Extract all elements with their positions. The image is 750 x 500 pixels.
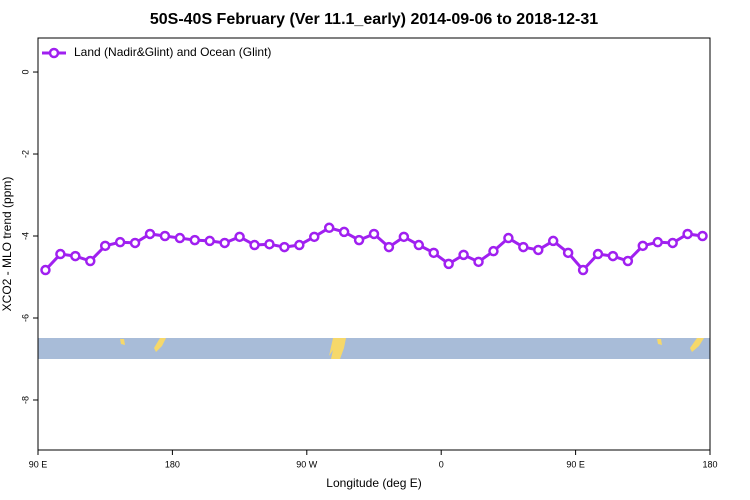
point	[473, 256, 484, 268]
point	[99, 240, 111, 252]
point	[249, 239, 260, 251]
point	[622, 255, 634, 267]
point	[697, 230, 708, 242]
x-tick-label: 90 E	[29, 459, 48, 469]
x-axis-label: Longitude (deg E)	[326, 476, 421, 490]
point	[338, 226, 350, 238]
point	[443, 258, 454, 270]
point	[55, 248, 66, 260]
y-tick-label: -4	[20, 232, 30, 240]
point	[383, 241, 395, 253]
point	[159, 230, 171, 242]
point	[503, 232, 514, 244]
legend-label: Land (Nadir&Glint) and Ocean (Glint)	[74, 45, 271, 59]
point	[309, 231, 320, 243]
point	[682, 228, 693, 240]
legend-marker	[48, 47, 60, 59]
map-strip	[38, 338, 710, 359]
point	[189, 234, 201, 246]
point	[174, 232, 186, 244]
point	[667, 237, 678, 249]
point	[114, 236, 126, 248]
y-tick-label: -8	[20, 396, 30, 404]
y-tick-label: -2	[20, 150, 30, 158]
point	[85, 255, 96, 267]
point	[294, 239, 305, 251]
x-tick-label: 0	[439, 459, 444, 469]
plot-frame	[37, 37, 711, 451]
x-tick-label: 180	[702, 459, 717, 469]
point	[353, 234, 365, 246]
point	[323, 222, 335, 234]
point	[279, 241, 290, 253]
point	[129, 237, 141, 249]
point	[204, 235, 215, 247]
point	[652, 236, 663, 248]
point	[413, 239, 425, 251]
point	[428, 247, 439, 259]
point	[234, 231, 245, 243]
point	[533, 244, 544, 256]
point	[518, 241, 529, 253]
y-axis-label: XCO2 - MLO trend (ppm)	[0, 177, 14, 312]
point	[70, 250, 81, 262]
point	[144, 228, 156, 240]
point	[488, 245, 499, 257]
chart-title: 50S-40S February (Ver 11.1_early) 2014-0…	[150, 11, 598, 28]
point	[637, 240, 649, 252]
point	[577, 264, 589, 276]
x-tick-label: 180	[165, 459, 180, 469]
point	[219, 237, 230, 249]
point	[547, 235, 559, 247]
y-tick-label: -6	[20, 314, 30, 322]
point	[398, 231, 410, 243]
point	[607, 250, 619, 262]
x-tick-label: 90 W	[296, 459, 318, 469]
point	[458, 249, 469, 261]
x-tick-label: 90 E	[566, 459, 585, 469]
point	[368, 228, 380, 240]
y-tick-label: 0	[20, 70, 30, 75]
point	[592, 248, 604, 260]
point	[562, 247, 574, 259]
point	[40, 264, 51, 276]
point	[264, 238, 275, 250]
